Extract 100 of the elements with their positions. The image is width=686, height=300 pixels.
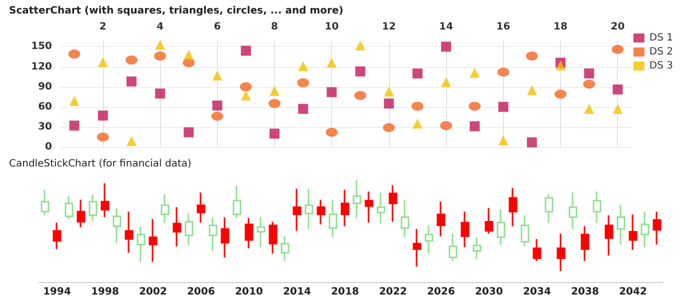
- x-tick-label: 6: [214, 22, 221, 32]
- x-tick-label: 2018: [331, 286, 359, 298]
- candlestick: [244, 217, 254, 249]
- point: [240, 82, 252, 92]
- legend-label: DS 3: [649, 60, 674, 72]
- candlestick: [280, 236, 290, 262]
- candlestick: [604, 214, 614, 256]
- point: [240, 90, 251, 101]
- candlestick: [580, 226, 590, 262]
- candlestick: [304, 188, 314, 230]
- point: [412, 68, 422, 78]
- point: [384, 86, 394, 96]
- x-tick-label: 2010: [235, 286, 263, 298]
- chart-title: CandleStickChart (for financial data): [9, 158, 192, 170]
- candlestick: [232, 185, 242, 219]
- point: [382, 123, 395, 132]
- point: [470, 68, 480, 78]
- x-tick-label: 14: [439, 22, 454, 32]
- candlestick: [52, 222, 62, 250]
- legend-label: DS 1: [649, 32, 674, 44]
- candlestick: [268, 220, 278, 254]
- point: [556, 60, 566, 70]
- point: [212, 70, 222, 80]
- point: [355, 40, 366, 50]
- point: [412, 118, 422, 129]
- candlestick: [184, 212, 194, 246]
- candlestick: [400, 199, 410, 238]
- point: [440, 121, 452, 130]
- candlestick: [376, 192, 386, 224]
- x-tick-label: 10: [324, 22, 339, 32]
- x-tick-label: 8: [271, 22, 278, 32]
- candlestick: [172, 206, 182, 248]
- candlestick: [208, 217, 218, 252]
- y-tick-label: 150: [31, 41, 52, 52]
- x-tick-label: 2002: [139, 286, 167, 298]
- candlestick: [364, 190, 374, 224]
- point: [98, 110, 108, 121]
- candlestick: [352, 178, 362, 219]
- point: [154, 52, 166, 61]
- point: [326, 58, 337, 68]
- y-tick-label: 90: [38, 81, 52, 92]
- x-tick-label: 2034: [523, 286, 551, 298]
- candlestick: [64, 195, 74, 220]
- point: [270, 86, 280, 96]
- candlestick: [556, 232, 566, 272]
- candlestick: [256, 216, 266, 248]
- x-tick-label: 16: [496, 22, 510, 32]
- candlestick: [412, 228, 422, 268]
- x-tick-label: 2038: [571, 286, 599, 298]
- point: [354, 91, 366, 100]
- point: [470, 121, 480, 132]
- x-tick-label: 2022: [379, 286, 407, 298]
- x-tick-label: 2006: [187, 286, 215, 298]
- point: [497, 68, 510, 77]
- candlestick: [76, 199, 86, 228]
- point: [355, 66, 366, 76]
- x-tick-label: 2042: [619, 286, 647, 298]
- point: [96, 132, 109, 142]
- y-tick-label: 60: [38, 101, 52, 112]
- point: [441, 77, 452, 88]
- x-tick-label: 2030: [475, 286, 503, 298]
- candlestick: [508, 187, 518, 228]
- point: [468, 102, 481, 111]
- point: [526, 85, 537, 96]
- point: [155, 88, 166, 98]
- point: [612, 44, 624, 54]
- point: [441, 42, 452, 52]
- x-tick-label: 18: [554, 22, 568, 32]
- point: [69, 96, 80, 106]
- candlestick: [520, 214, 530, 248]
- y-tick-label: 120: [31, 61, 52, 72]
- candlestick: [148, 218, 158, 263]
- candlestick: [112, 207, 122, 244]
- candlestick: [484, 207, 494, 234]
- candlestick: [220, 216, 230, 258]
- candlestick: [532, 238, 542, 262]
- point: [526, 137, 537, 148]
- candlestick: [100, 182, 110, 218]
- candlestick: [652, 210, 662, 246]
- point: [212, 100, 222, 111]
- point: [526, 52, 538, 61]
- point: [298, 104, 308, 114]
- candlestick: [628, 214, 638, 251]
- point: [98, 57, 108, 68]
- point: [184, 127, 194, 138]
- point: [326, 87, 337, 98]
- candlestick: [340, 188, 350, 228]
- x-tick-label: 1994: [43, 286, 71, 298]
- candlestick: [316, 199, 326, 226]
- point: [211, 112, 224, 121]
- candlestick: [88, 194, 98, 222]
- x-tick-label: 4: [156, 22, 164, 32]
- point: [69, 120, 80, 131]
- chart-title: ScatterChart (with squares, triangles, circles, ... and more): [9, 6, 344, 16]
- point: [498, 135, 508, 146]
- candlestick: [40, 188, 50, 216]
- point: [68, 50, 80, 59]
- candlestick: [292, 188, 302, 232]
- point: [612, 84, 623, 94]
- x-tick-label: 1998: [91, 286, 119, 298]
